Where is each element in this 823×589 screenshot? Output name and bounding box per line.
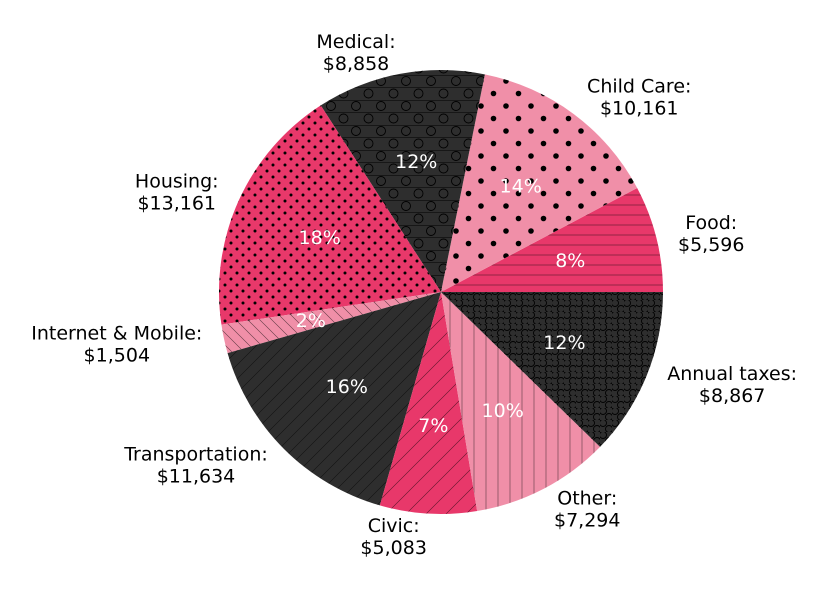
slice-label-value: $8,858 <box>323 53 389 75</box>
slice-hatch-medical <box>320 70 485 292</box>
slice-hatch-transportation <box>227 292 441 506</box>
slice-hatch-internet-mobile <box>221 292 441 354</box>
slice-label-name: Civic: <box>368 515 420 537</box>
slice-label-transportation: Transportation: $11,634 <box>123 444 268 488</box>
slice-label-name: Housing: <box>135 170 219 192</box>
slice-label-food: Food: $5,596 <box>678 212 744 256</box>
slice-label-name: Annual taxes: <box>667 363 797 385</box>
slice-hatch-food <box>441 188 663 292</box>
slice-label-value: $10,161 <box>600 97 679 119</box>
slice-pct-annual-taxes: 12% <box>543 332 585 354</box>
slice-hatch-other <box>441 292 601 512</box>
slice-label-other: Other: $7,294 <box>554 487 620 531</box>
slice-hatch-annual-taxes <box>441 292 663 447</box>
slice-label-value: $1,504 <box>84 345 150 367</box>
slice-label-child-care: Child Care: $10,161 <box>587 75 691 119</box>
slice-label-value: $7,294 <box>554 509 620 531</box>
slice-pct-food: 8% <box>555 250 585 272</box>
slice-hatch-child-care <box>441 74 638 292</box>
slice-pct-housing: 18% <box>299 227 341 249</box>
slice-label-value: $11,634 <box>157 466 236 488</box>
slice-label-housing: Housing: $13,161 <box>135 170 219 214</box>
slice-label-value: $5,083 <box>360 537 426 559</box>
slice-label-name: Child Care: <box>587 75 691 97</box>
slice-pct-medical: 12% <box>395 151 437 173</box>
slice-label-civic: Civic: $5,083 <box>360 515 426 559</box>
slice-label-name: Transportation: <box>123 444 268 466</box>
slice-pct-child-care: 14% <box>500 175 542 197</box>
slice-label-medical: Medical: $8,858 <box>316 31 395 75</box>
slice-hatch-housing <box>218 105 441 325</box>
slice-hatch-civic <box>379 292 478 514</box>
slice-label-name: Internet & Mobile: <box>31 323 202 345</box>
slice-label-value: $8,867 <box>699 385 765 407</box>
slice-label-name: Medical: <box>316 31 395 53</box>
slice-label-name: Other: <box>557 487 617 509</box>
slice-pct-internet-mobile: 2% <box>296 310 326 332</box>
slice-label-internet-mobile: Internet & Mobile: $1,504 <box>31 323 202 367</box>
slice-label-annual-taxes: Annual taxes: $8,867 <box>667 363 797 407</box>
slice-label-value: $13,161 <box>137 192 216 214</box>
slice-label-name: Food: <box>685 212 737 234</box>
slice-pct-transportation: 16% <box>326 376 368 398</box>
slice-pct-other: 10% <box>482 400 524 422</box>
slice-label-value: $5,596 <box>678 234 744 256</box>
slice-pct-civic: 7% <box>418 415 448 437</box>
